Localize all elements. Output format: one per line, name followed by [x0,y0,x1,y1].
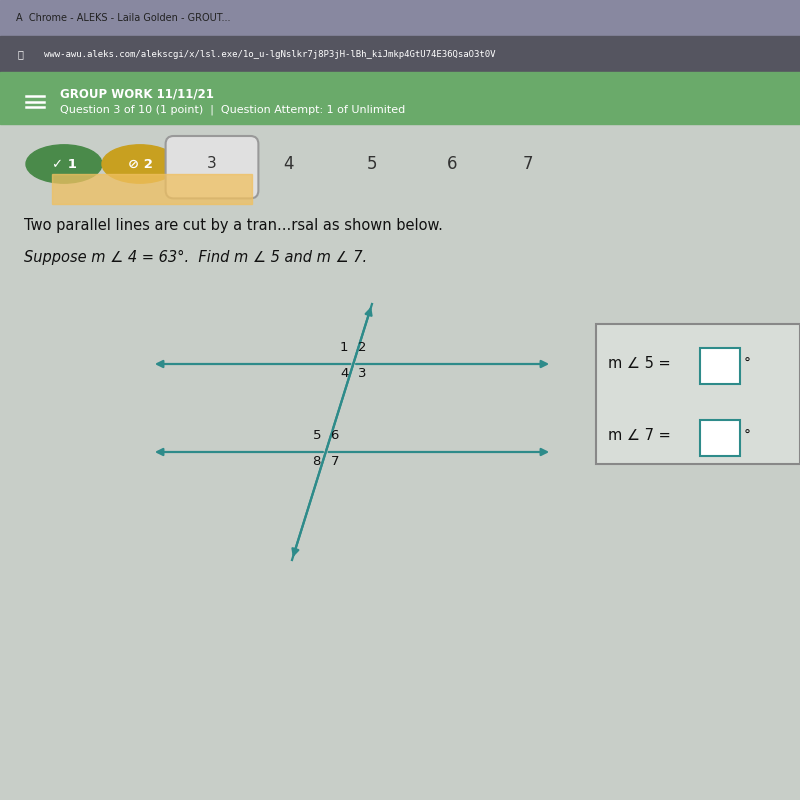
FancyBboxPatch shape [166,136,258,198]
Text: www-awu.aleks.com/alekscgi/x/lsl.exe/1o_u-lgNslkr7j8P3jH-lBh_kiJmkp4GtU74E36QsaO: www-awu.aleks.com/alekscgi/x/lsl.exe/1o_… [44,50,495,59]
Text: 6: 6 [330,430,339,442]
Text: °: ° [744,357,751,371]
Text: 1: 1 [340,342,349,354]
Text: 5: 5 [366,155,378,173]
Text: A  Chrome - ALEKS - Laila Golden - GROUT...: A Chrome - ALEKS - Laila Golden - GROUT.… [16,14,230,23]
Bar [0,72,800,124]
Text: °: ° [744,429,751,443]
Text: 7: 7 [330,455,339,468]
Text: 2: 2 [358,342,366,354]
Text: m ∠ 5 =: m ∠ 5 = [608,357,670,371]
Text: Two parallel lines are cut by a tran...rsal as shown below.: Two parallel lines are cut by a tran...r… [24,218,443,233]
Text: 3: 3 [207,157,217,171]
Text: m ∠ 7 =: m ∠ 7 = [608,429,670,443]
Text: 4: 4 [340,367,349,380]
Text: 4: 4 [282,155,294,173]
Text: 3: 3 [358,367,366,380]
Bar [0,36,800,72]
Bar [0,0,800,36]
Ellipse shape [26,145,102,183]
Text: Question 3 of 10 (1 point)  |  Question Attempt: 1 of Unlimited: Question 3 of 10 (1 point) | Question At… [60,104,406,115]
Bar [700,420,740,456]
Bar [52,174,252,204]
Text: Suppose m ∠ 4 = 63°.  Find m ∠ 5 and m ∠ 7.: Suppose m ∠ 4 = 63°. Find m ∠ 5 and m ∠ … [24,250,367,265]
Text: 8: 8 [313,455,321,468]
Text: 🔒: 🔒 [17,50,23,59]
Bar [700,348,740,384]
Text: ⊘ 2: ⊘ 2 [127,158,153,170]
Text: 6: 6 [446,155,458,173]
Text: ✓ 1: ✓ 1 [51,158,77,170]
Text: GROUP WORK 11/11/21: GROUP WORK 11/11/21 [60,88,214,101]
Text: 5: 5 [313,430,321,442]
Text: 7: 7 [522,155,534,173]
Ellipse shape [102,145,178,183]
Bar [596,324,800,464]
